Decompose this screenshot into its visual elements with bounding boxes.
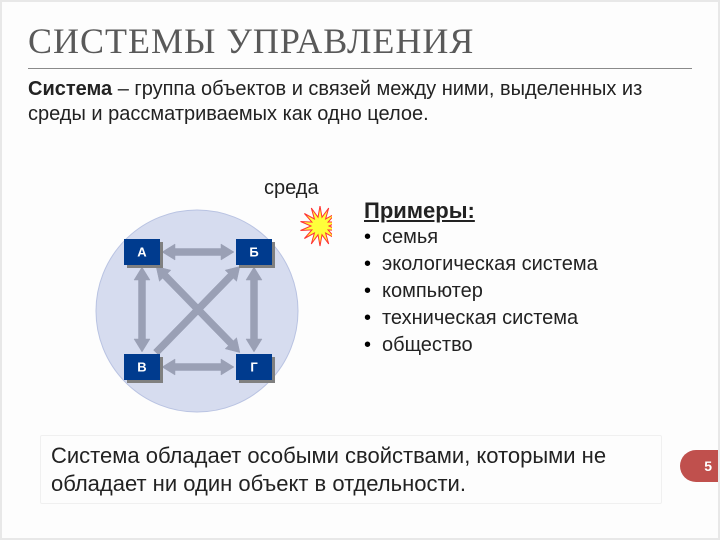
system-diagram: А Б В Г — [62, 206, 332, 416]
examples-heading: Примеры: — [364, 198, 598, 224]
slide: СИСТЕМЫ УПРАВЛЕНИЯ Система – группа объе… — [0, 0, 720, 540]
example-item: •экологическая система — [364, 251, 598, 278]
example-text: общество — [382, 334, 473, 356]
example-item: •семья — [364, 224, 598, 251]
page-number-badge: 5 — [680, 450, 718, 482]
svg-text:Б: Б — [249, 245, 258, 260]
example-text: техническая система — [382, 307, 578, 329]
example-item: •компьютер — [364, 278, 598, 305]
definition-text: Система – группа объектов и связей между… — [28, 77, 692, 127]
environment-label: среда — [264, 177, 319, 200]
definition-body: – группа объектов и связей между ними, в… — [28, 78, 642, 125]
svg-text:В: В — [137, 360, 146, 375]
svg-text:А: А — [137, 245, 147, 260]
bottom-note: Система обладает особыми свойствами, кот… — [40, 435, 662, 504]
svg-text:Г: Г — [250, 360, 258, 375]
example-item: •техническая система — [364, 305, 598, 332]
example-text: компьютер — [382, 280, 483, 302]
example-text: семья — [382, 226, 438, 248]
definition-term: Система — [28, 78, 112, 100]
examples-block: Примеры: •семья •экологическая система •… — [364, 198, 598, 359]
page-title: СИСТЕМЫ УПРАВЛЕНИЯ — [28, 20, 692, 69]
example-item: •общество — [364, 332, 598, 359]
example-text: экологическая система — [382, 253, 598, 275]
examples-list: •семья •экологическая система •компьютер… — [364, 224, 598, 359]
